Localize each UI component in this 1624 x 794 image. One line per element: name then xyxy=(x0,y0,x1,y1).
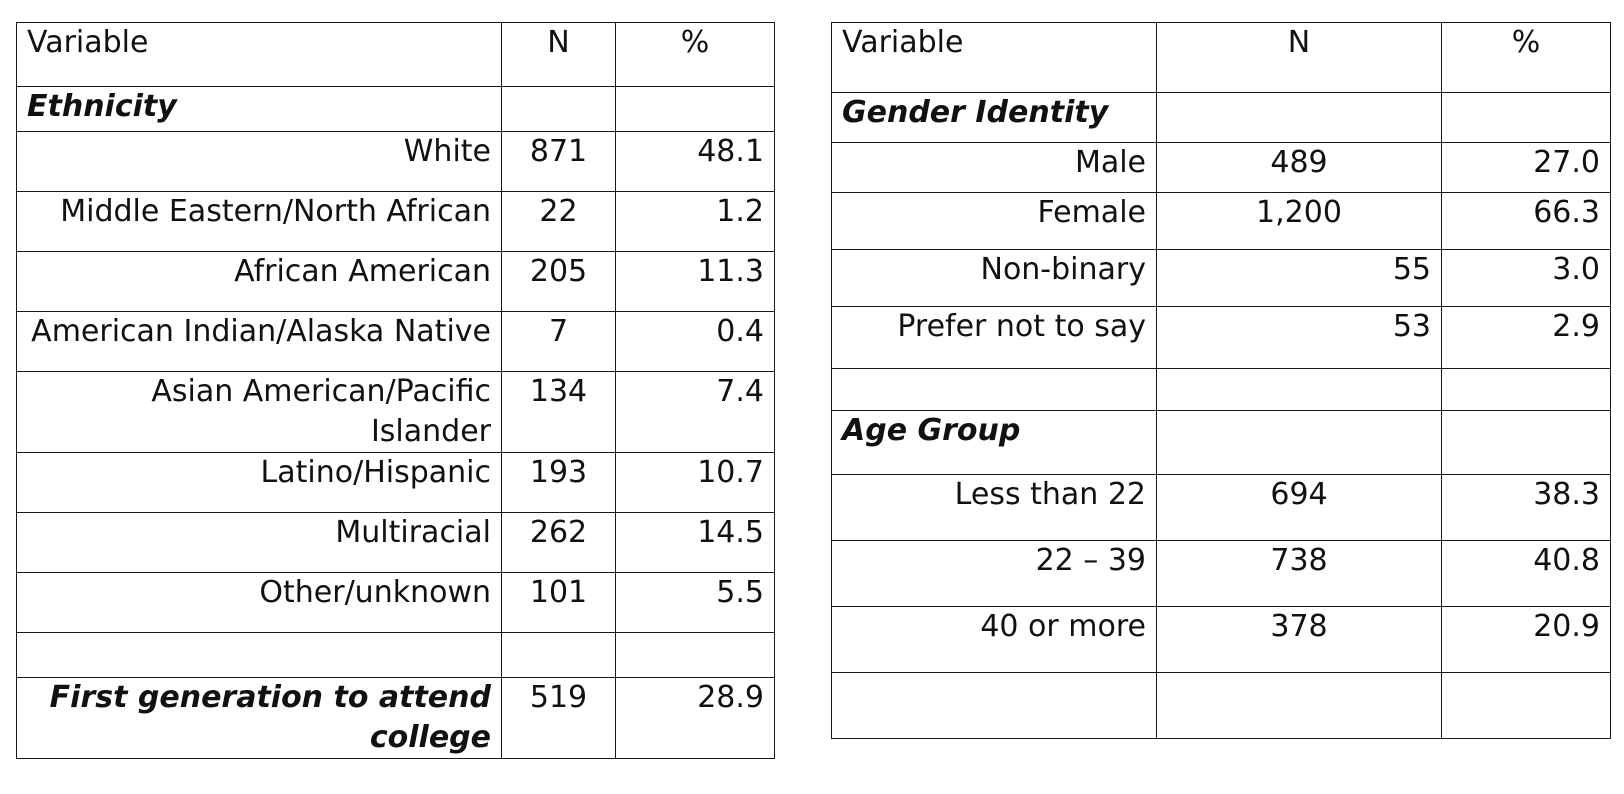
header-pct: % xyxy=(1441,22,1611,93)
empty-cell xyxy=(1156,672,1442,739)
row-label: Asian American/Pacific Islander xyxy=(16,371,502,453)
table-row: Latino/Hispanic 193 10.7 xyxy=(16,452,775,513)
ethnicity-table: Variable N % Ethnicity White 871 48.1 Mi… xyxy=(16,22,775,759)
empty-cell xyxy=(1156,368,1442,411)
row-label: 22 – 39 xyxy=(831,540,1157,607)
section-gender-identity: Gender Identity xyxy=(831,92,1157,143)
row-pct: 5.5 xyxy=(615,572,775,633)
empty-cell xyxy=(501,86,616,132)
empty-cell xyxy=(1441,672,1611,739)
row-pct: 27.0 xyxy=(1441,142,1611,193)
empty-cell xyxy=(16,632,502,678)
table-row: Non-binary 55 3.0 xyxy=(831,249,1611,307)
row-label: Multiracial xyxy=(16,512,502,573)
row-label: Latino/Hispanic xyxy=(16,452,502,513)
empty-cell xyxy=(1156,92,1442,143)
row-pct: 66.3 xyxy=(1441,192,1611,250)
empty-cell xyxy=(1156,410,1442,475)
table-row: 22 – 39 738 40.8 xyxy=(831,540,1611,607)
row-label: Less than 22 xyxy=(831,474,1157,541)
header-variable: Variable xyxy=(831,22,1157,93)
empty-cell xyxy=(615,632,775,678)
header-n: N xyxy=(1156,22,1442,93)
row-n: 55 xyxy=(1156,249,1442,307)
row-pct: 1.2 xyxy=(615,191,775,252)
table-row: Middle Eastern/North African 22 1.2 xyxy=(16,191,775,252)
row-label: Prefer not to say xyxy=(831,306,1157,369)
table-row: African American 205 11.3 xyxy=(16,251,775,312)
row-n: 262 xyxy=(501,512,616,573)
table-row: Multiracial 262 14.5 xyxy=(16,512,775,573)
table-row: Asian American/Pacific Islander 134 7.4 xyxy=(16,371,775,453)
row-label: African American xyxy=(16,251,502,312)
row-pct: 48.1 xyxy=(615,131,775,192)
first-gen-n: 519 xyxy=(501,677,616,759)
first-gen-row: First generation to attend college 519 2… xyxy=(16,677,775,759)
row-pct: 10.7 xyxy=(615,452,775,513)
header-pct: % xyxy=(615,22,775,87)
row-pct: 11.3 xyxy=(615,251,775,312)
empty-cell xyxy=(615,86,775,132)
row-n: 193 xyxy=(501,452,616,513)
empty-cell xyxy=(1441,368,1611,411)
row-pct: 38.3 xyxy=(1441,474,1611,541)
spacer-row xyxy=(16,632,775,678)
section-ethnicity: Ethnicity xyxy=(16,86,502,132)
spacer-row xyxy=(831,368,1611,411)
section-row: Age Group xyxy=(831,410,1611,475)
row-label: Non-binary xyxy=(831,249,1157,307)
row-pct: 14.5 xyxy=(615,512,775,573)
row-label: Female xyxy=(831,192,1157,250)
row-n: 1,200 xyxy=(1156,192,1442,250)
row-n: 101 xyxy=(501,572,616,633)
row-pct: 20.9 xyxy=(1441,606,1611,673)
row-label: American Indian/Alaska Native xyxy=(16,311,502,372)
table-row: Prefer not to say 53 2.9 xyxy=(831,306,1611,369)
first-gen-label: First generation to attend college xyxy=(16,677,502,759)
row-n: 7 xyxy=(501,311,616,372)
header-row: Variable N % xyxy=(831,22,1611,93)
row-pct: 3.0 xyxy=(1441,249,1611,307)
row-n: 22 xyxy=(501,191,616,252)
row-n: 738 xyxy=(1156,540,1442,607)
section-row: Ethnicity xyxy=(16,86,775,132)
section-age-group: Age Group xyxy=(831,410,1157,475)
row-label: Middle Eastern/North African xyxy=(16,191,502,252)
empty-cell xyxy=(831,672,1157,739)
row-n: 489 xyxy=(1156,142,1442,193)
table-row: American Indian/Alaska Native 7 0.4 xyxy=(16,311,775,372)
row-label: Other/unknown xyxy=(16,572,502,633)
empty-cell xyxy=(1441,410,1611,475)
table-row: Male 489 27.0 xyxy=(831,142,1611,193)
table-row: Other/unknown 101 5.5 xyxy=(16,572,775,633)
row-pct: 40.8 xyxy=(1441,540,1611,607)
empty-cell xyxy=(501,632,616,678)
table-row: Less than 22 694 38.3 xyxy=(831,474,1611,541)
row-n: 694 xyxy=(1156,474,1442,541)
row-n: 205 xyxy=(501,251,616,312)
table-row: 40 or more 378 20.9 xyxy=(831,606,1611,673)
header-n: N xyxy=(501,22,616,87)
row-label: Male xyxy=(831,142,1157,193)
first-gen-pct: 28.9 xyxy=(615,677,775,759)
empty-cell xyxy=(831,368,1157,411)
row-n: 378 xyxy=(1156,606,1442,673)
row-pct: 7.4 xyxy=(615,371,775,453)
row-pct: 2.9 xyxy=(1441,306,1611,369)
gender-age-table: Variable N % Gender Identity Male 489 27… xyxy=(831,22,1611,739)
row-label: White xyxy=(16,131,502,192)
row-pct: 0.4 xyxy=(615,311,775,372)
table-row: Female 1,200 66.3 xyxy=(831,192,1611,250)
empty-cell xyxy=(1441,92,1611,143)
spacer-row xyxy=(831,672,1611,739)
row-n: 53 xyxy=(1156,306,1442,369)
header-row: Variable N % xyxy=(16,22,775,87)
header-variable: Variable xyxy=(16,22,502,87)
row-n: 134 xyxy=(501,371,616,453)
row-n: 871 xyxy=(501,131,616,192)
row-label: 40 or more xyxy=(831,606,1157,673)
table-row: White 871 48.1 xyxy=(16,131,775,192)
section-row: Gender Identity xyxy=(831,92,1611,143)
